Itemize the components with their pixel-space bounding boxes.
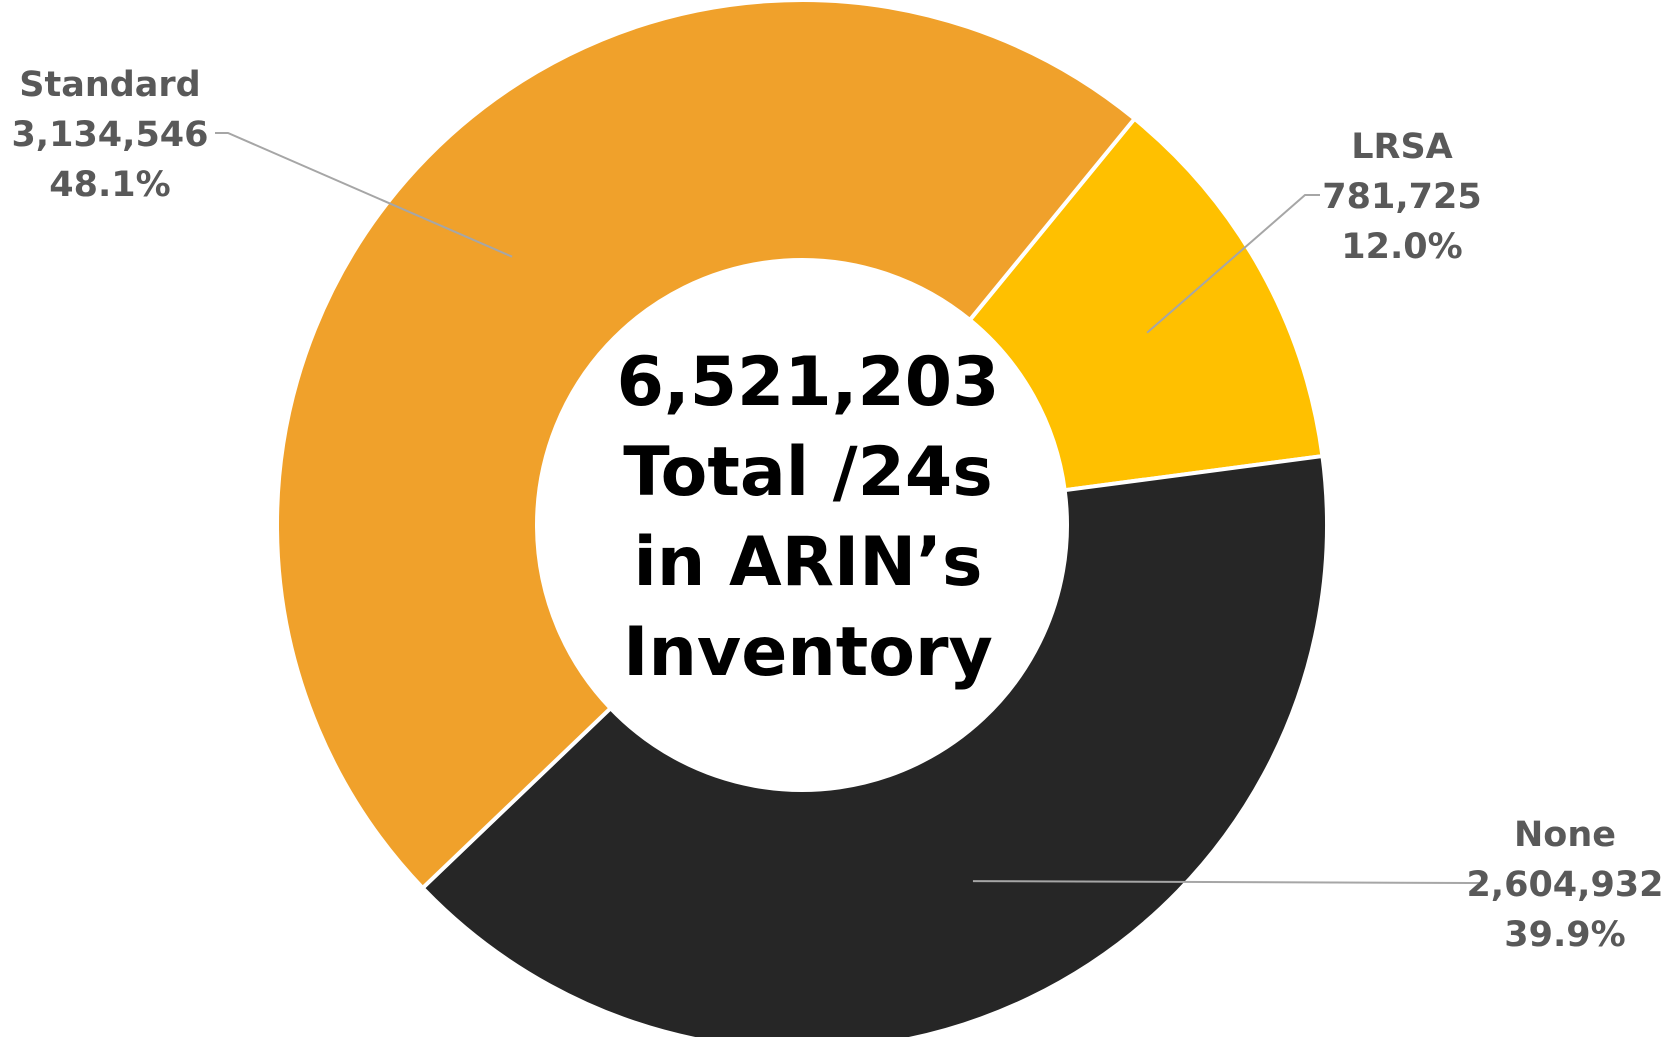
label-lrsa-percent: 12.0% <box>1341 227 1462 267</box>
slice-none <box>419 453 1329 1037</box>
label-lrsa-value: 781,725 <box>1322 177 1481 217</box>
label-standard-name: Standard <box>19 65 200 105</box>
leader-line-lrsa <box>1146 194 1320 334</box>
leader-line-standard <box>215 132 513 258</box>
leader-line-none <box>972 880 1480 884</box>
center-text-line-2: Total /24s <box>623 433 992 512</box>
label-none-name: None <box>1514 815 1616 855</box>
slice-standard <box>275 0 1138 891</box>
label-standard: Standard 3,134,546 48.1% <box>11 65 208 205</box>
slices-group <box>275 0 1329 1037</box>
center-text-line-3: in ARIN’s <box>634 523 983 602</box>
label-lrsa: LRSA 781,725 12.0% <box>1322 127 1481 267</box>
center-text: 6,521,203 Total /24s in ARIN’s Inventory <box>617 343 1000 692</box>
label-none: None 2,604,932 39.9% <box>1466 815 1663 955</box>
label-standard-value: 3,134,546 <box>11 115 208 155</box>
label-lrsa-name: LRSA <box>1351 127 1453 167</box>
center-text-line-4: Inventory <box>623 613 993 692</box>
label-none-value: 2,604,932 <box>1466 865 1663 905</box>
center-text-line-1: 6,521,203 <box>617 343 1000 422</box>
leader-lines-group <box>215 132 1480 884</box>
label-standard-percent: 48.1% <box>49 165 170 205</box>
slice-lrsa <box>967 115 1325 493</box>
label-none-percent: 39.9% <box>1504 915 1625 955</box>
